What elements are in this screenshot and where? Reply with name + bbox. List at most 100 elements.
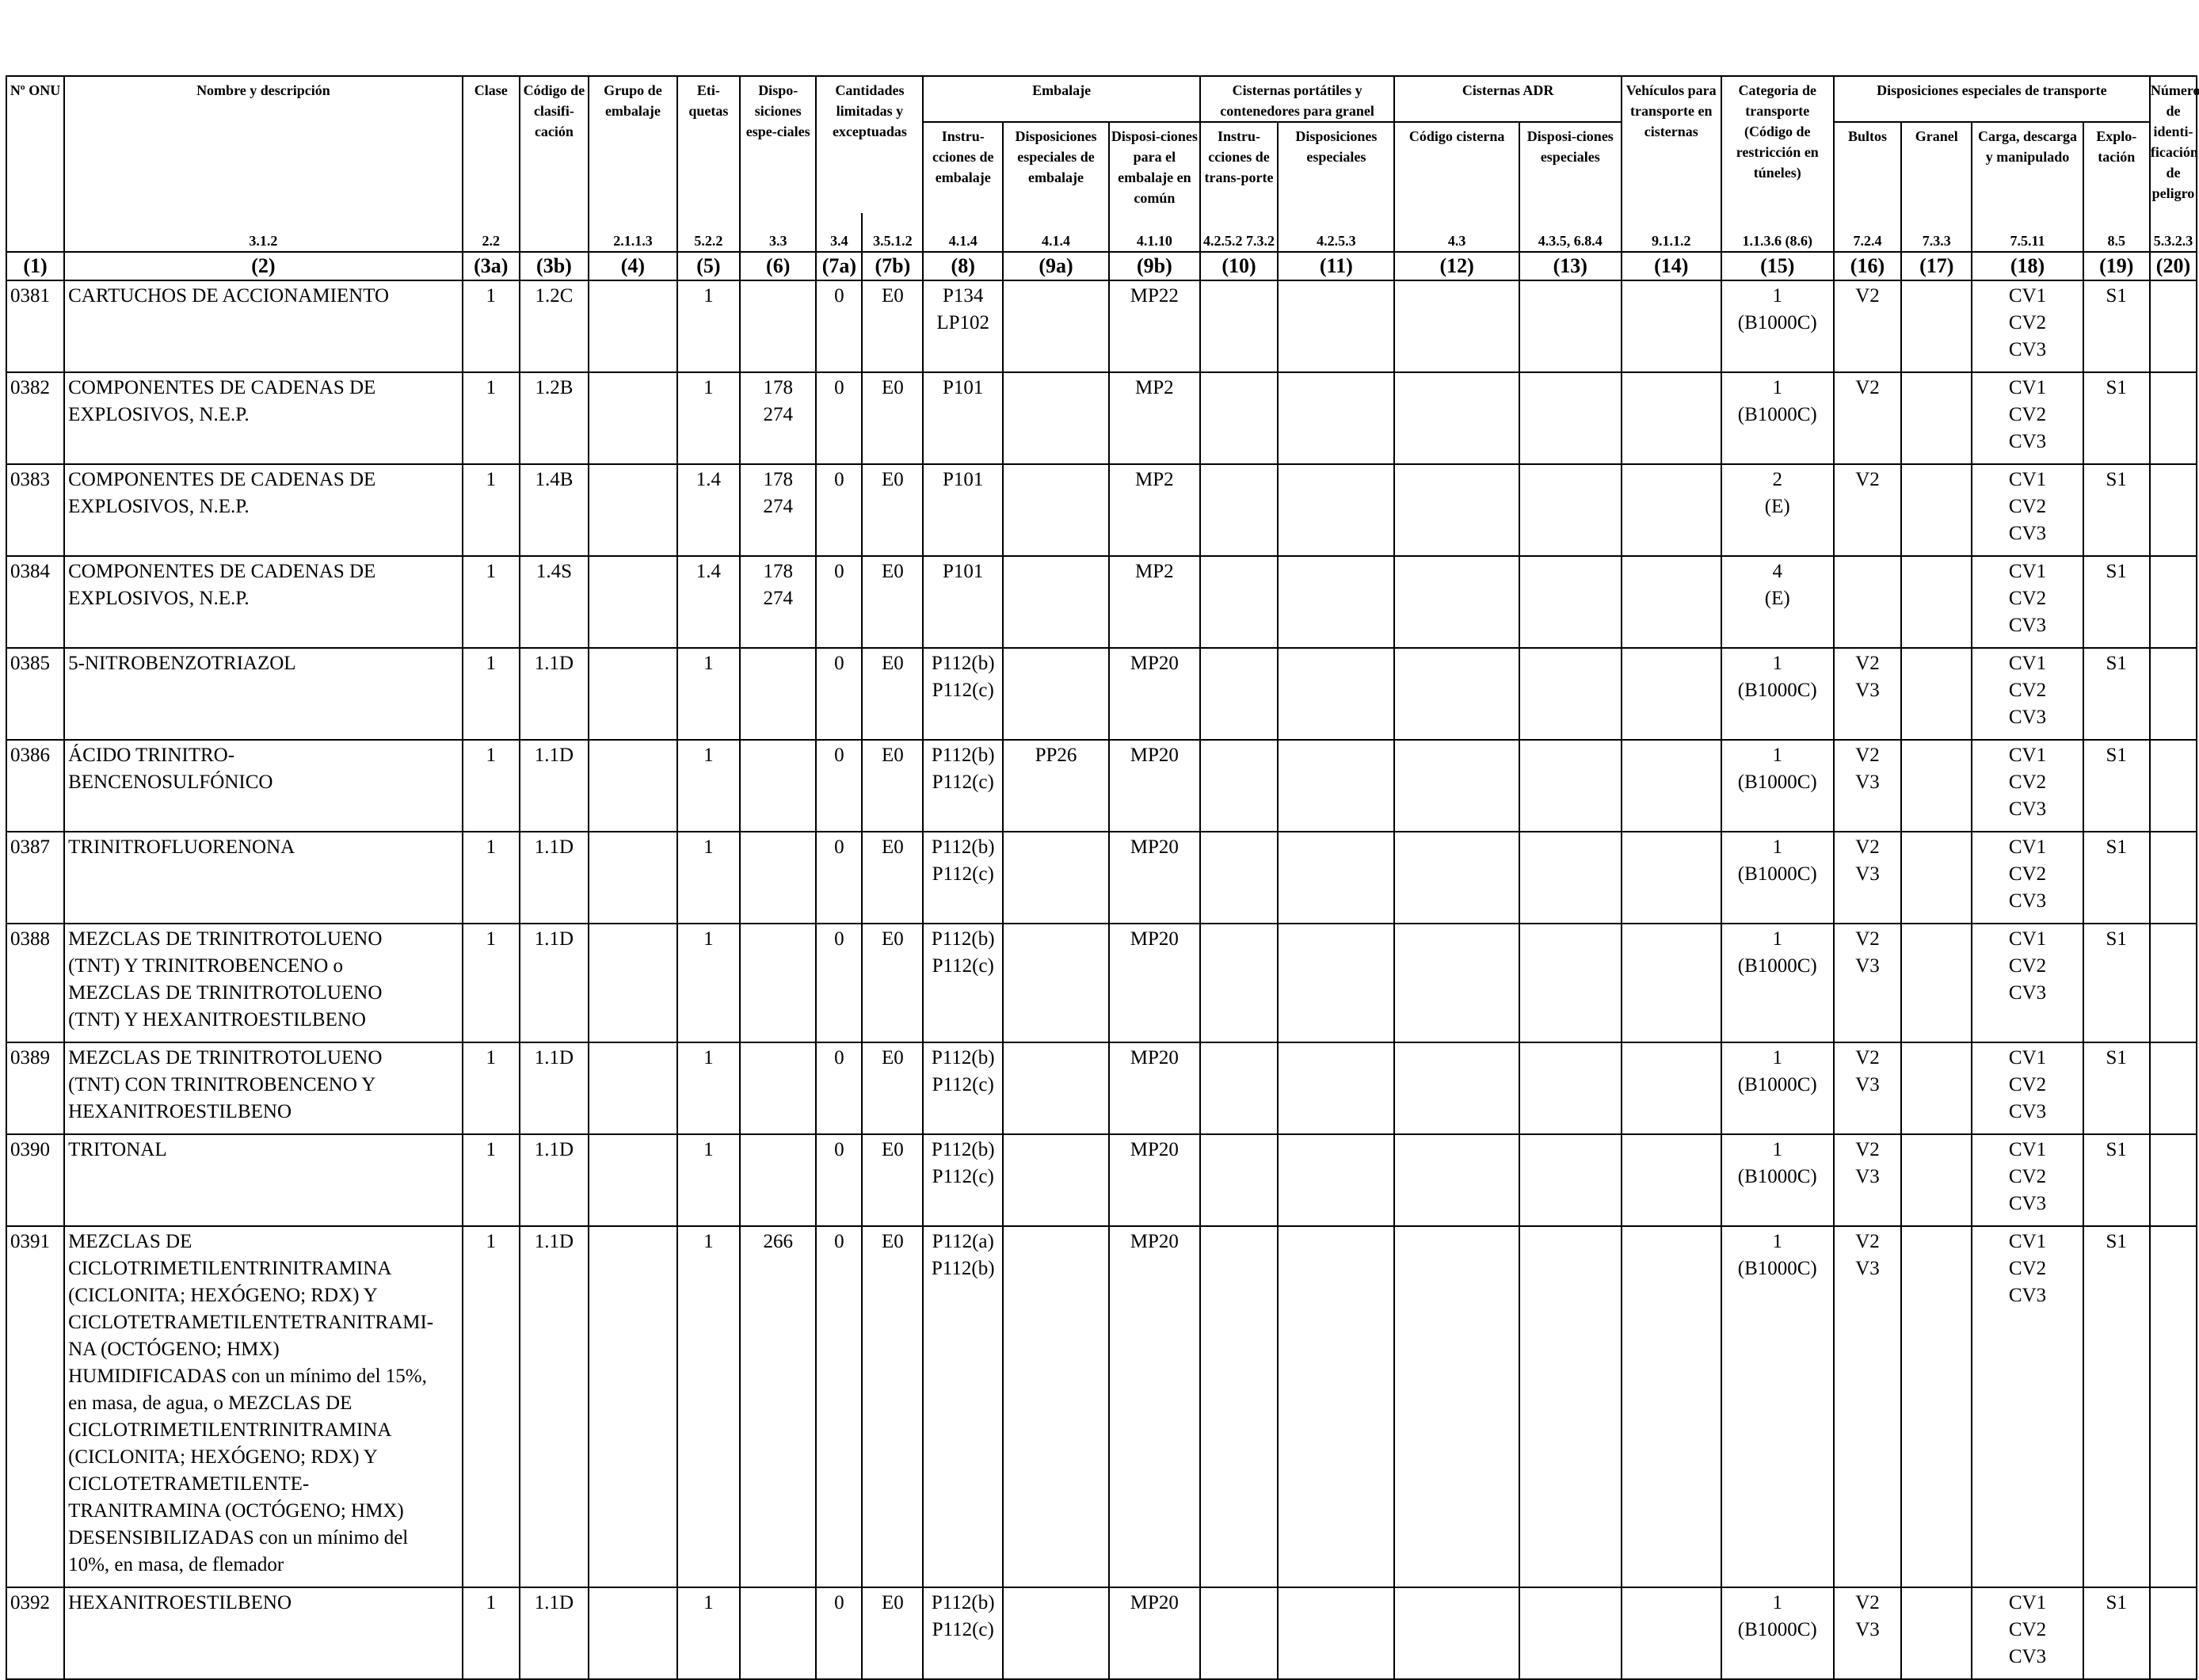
adr-disposiciones-value	[1518, 831, 1622, 924]
reference-cell: 7.5.11	[1971, 213, 2084, 253]
disp-especiales-value: 266	[738, 1225, 817, 1588]
onu-number: 0386	[5, 739, 66, 832]
instrucciones-embalaje-value: P101	[922, 371, 1004, 465]
explotacion-value: S1	[2082, 831, 2151, 924]
grupo-value	[588, 1042, 678, 1135]
header-row-1: Nº ONU Nombre y descripción Clase Código…	[5, 75, 2199, 213]
onu-number-line: 0388	[10, 928, 50, 950]
explotacion-value-line: S1	[2106, 1231, 2127, 1252]
categoria-transporte-value-line: 1	[1772, 745, 1783, 766]
onu-number-line: 0391	[10, 1231, 50, 1252]
explotacion-value-line: S1	[2106, 745, 2127, 766]
granel-value	[1900, 647, 1973, 741]
cantidad-exceptuada-value-line: E0	[881, 1592, 904, 1613]
header-carga: Carga, descarga y manipulado	[1971, 121, 2084, 213]
embalaje-comun-value-line: MP20	[1130, 1139, 1179, 1160]
disp-especiales-value-line: 274	[763, 496, 793, 517]
substance-name-line: en masa, de agua, o MEZCLAS DE	[68, 1392, 353, 1414]
cp-instrucciones-value	[1199, 280, 1279, 373]
codigo-value: 1.1D	[518, 1225, 590, 1588]
instrucciones-embalaje-value: P134 LP102	[922, 280, 1004, 373]
substance-name-line: EXPLOSIVOS, N.E.P.	[68, 588, 250, 609]
grupo-value	[588, 739, 678, 832]
instrucciones-embalaje-value-line: P101	[943, 561, 984, 582]
column-number-cell: (6)	[738, 251, 817, 281]
header-granel: Granel	[1900, 121, 1973, 213]
carga-value-line: CV3	[2008, 1193, 2047, 1214]
cantidad-limitada-value-line: 0	[834, 1047, 844, 1069]
cantidad-limitada-value: 0	[815, 280, 863, 373]
header-adr-disp: Disposi-ciones especiales	[1518, 121, 1622, 213]
bultos-value-line: V3	[1855, 1074, 1880, 1095]
cantidad-limitada-value-line: 0	[834, 377, 844, 398]
explotacion-value-line: S1	[2106, 1139, 2127, 1160]
codigo-value-line: 1.1D	[534, 1231, 574, 1252]
carga-value-line: CV1	[2008, 836, 2047, 858]
vehiculos-value	[1620, 831, 1722, 924]
header-categoria: Categoria de transporte (Código de restr…	[1720, 75, 1835, 213]
categoria-transporte-value: 1 (B1000C)	[1720, 923, 1835, 1043]
categoria-transporte-value-line: (E)	[1764, 496, 1790, 517]
cp-disposiciones-value	[1277, 1042, 1396, 1135]
cp-disposiciones-value	[1277, 647, 1396, 741]
cp-disposiciones-value	[1277, 831, 1396, 924]
substance-name-line: HUMIDIFICADAS con un mínimo del 15%,	[68, 1366, 427, 1387]
numero-peligro-value	[2148, 923, 2198, 1043]
column-number-cell: (12)	[1393, 251, 1520, 281]
cp-instrucciones-value	[1199, 1587, 1279, 1680]
table-row: 0392 HEXANITROESTILBENO 1 1.1D 1 0 E0 P112(b) P1…	[5, 1587, 2198, 1680]
explotacion-value-line: S1	[2106, 1592, 2127, 1613]
bultos-value-line: V3	[1855, 955, 1880, 977]
substance-name-line: COMPONENTES DE CADENAS DE	[68, 561, 376, 582]
substance-name-line: HEXANITROESTILBENO	[68, 1101, 292, 1122]
disp-especiales-value-line: 178	[763, 561, 793, 582]
numero-peligro-value	[2148, 1042, 2198, 1135]
bultos-value: V2 V3	[1832, 739, 1903, 832]
codigo-value-line: 1.1D	[534, 1592, 574, 1613]
categoria-transporte-value: 1 (B1000C)	[1720, 1042, 1835, 1135]
clase-value-line: 1	[486, 285, 496, 307]
cantidad-limitada-value: 0	[815, 1587, 863, 1680]
grupo-value	[588, 463, 678, 557]
vehiculos-value	[1620, 1133, 1722, 1227]
clase-value: 1	[461, 1042, 520, 1135]
embalaje-comun-value-line: MP22	[1130, 285, 1179, 307]
cantidad-limitada-value-line: 0	[834, 836, 844, 858]
cp-disposiciones-value	[1277, 1133, 1396, 1227]
cp-instrucciones-value	[1199, 647, 1279, 741]
codigo-value: 1.1D	[518, 739, 590, 832]
bultos-value-line: V2	[1855, 1047, 1880, 1069]
reference-row: 3.1.2 2.2 2.1.1.3 5.2.2 3.3 3.4 3.5.1.2 4.1.4 4.…	[5, 213, 2198, 253]
categoria-transporte-value: 1 (B1000C)	[1720, 371, 1835, 465]
explotacion-value-line: S1	[2106, 561, 2127, 582]
cantidad-limitada-value-line: 0	[834, 653, 844, 674]
cantidad-limitada-value: 0	[815, 739, 863, 832]
carga-value-line: CV2	[2008, 496, 2047, 517]
table-row: 0385 5-NITROBENZOTRIAZOL 1 1.1D 1 0 E0 P112(b) P…	[5, 647, 2198, 741]
bultos-value: V2 V3	[1832, 1042, 1903, 1135]
header-cisternas-portatiles: Cisternas portátiles y contenedores para…	[1199, 75, 1396, 123]
header-emb-instr: Instru-cciones de embalaje	[922, 121, 1004, 213]
substance-name-line: 10%, en masa, de flemador	[68, 1554, 284, 1575]
carga-value-line: CV2	[2008, 588, 2047, 609]
clase-value-line: 1	[486, 561, 496, 582]
embalaje-comun-value-line: MP2	[1135, 561, 1174, 582]
substance-name-line: (CICLONITA; HEXÓGENO; RDX) Y	[68, 1446, 378, 1468]
reference-cell: 4.1.4	[1001, 213, 1111, 253]
substance-name-line: CARTUCHOS DE ACCIONAMIENTO	[68, 285, 390, 307]
header-clase: Clase	[461, 75, 520, 213]
table-row: 0383 COMPONENTES DE CADENAS DE EXPLOSIVOS,…	[5, 463, 2198, 557]
carga-value-line: CV2	[2008, 1074, 2047, 1095]
explotacion-value-line: S1	[2106, 285, 2127, 307]
instrucciones-embalaje-value: P112(b) P112(c)	[922, 831, 1004, 924]
etiquetas-value-line: 1	[703, 1139, 714, 1160]
carga-value-line: CV3	[2008, 1285, 2047, 1306]
disp-especiales-value-line: 266	[763, 1231, 793, 1252]
carga-value: CV1 CV2 CV3	[1971, 555, 2084, 649]
embalaje-comun-value: MP20	[1108, 1042, 1201, 1135]
instrucciones-embalaje-value-line: P101	[943, 469, 984, 490]
clase-value: 1	[461, 1225, 520, 1588]
codigo-value-line: 1.1D	[534, 1139, 574, 1160]
instrucciones-embalaje-value: P112(b) P112(c)	[922, 1587, 1004, 1680]
onu-number: 0383	[5, 463, 66, 557]
